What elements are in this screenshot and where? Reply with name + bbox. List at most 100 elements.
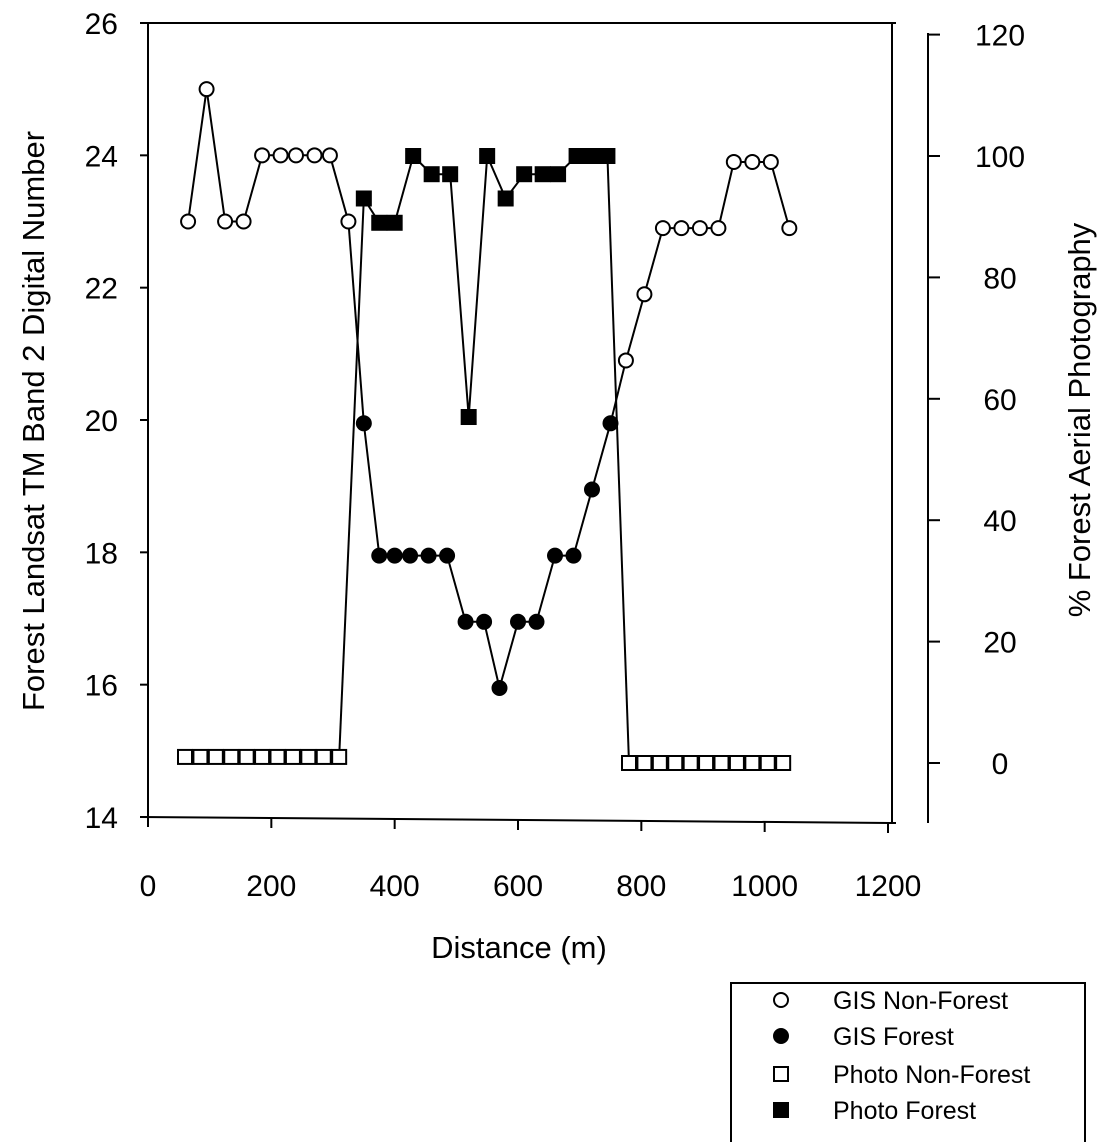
gis-non-forest-marker [744, 153, 761, 170]
gis-forest-marker [476, 613, 493, 630]
gis-non-forest-line-right [624, 161, 791, 361]
photo-non-forest-marker [621, 755, 637, 771]
gis-non-forest-marker [288, 147, 304, 164]
photo-non-forest-marker [759, 755, 776, 771]
x-axis-title: Distance (m) [431, 930, 607, 965]
gis-non-forest-marker [673, 220, 690, 237]
photo-non-forest-marker [636, 755, 653, 771]
gis-non-forest-marker [654, 220, 671, 237]
photo-forest-marker [599, 148, 616, 164]
series-markers [177, 81, 798, 771]
gis-non-forest-marker [725, 153, 742, 170]
gis-non-forest-marker [198, 81, 215, 98]
photo-forest-marker [534, 166, 551, 183]
y-tick-label: 20 [85, 405, 118, 438]
gis-forest-marker [602, 415, 619, 432]
photo-forest-marker [460, 409, 477, 426]
x-axis-ticks: 0 200 400 600 800 1000 1200 [140, 817, 922, 903]
photo-non-forest-marker [698, 755, 715, 771]
legend-box [730, 982, 1086, 1142]
photo-non-forest-marker [713, 755, 730, 771]
legend-gis-forest-label: GIS Forest [833, 1023, 954, 1051]
gis-non-forest-marker [272, 147, 289, 164]
gis-forest-marker [510, 613, 526, 630]
photo-forest-marker [584, 148, 600, 164]
x-tick-label: 0 [140, 870, 157, 903]
photo-non-forest-marker [177, 748, 193, 765]
y2-tick-label: 80 [983, 262, 1016, 295]
plot-frame [139, 22, 897, 824]
gis-forest-marker [528, 613, 545, 630]
photo-non-forest-marker [207, 748, 224, 765]
photo-non-forest-marker [315, 748, 332, 765]
photo-forest-marker [405, 148, 422, 164]
gis-non-forest-marker [762, 153, 779, 170]
photo-non-forest-marker [284, 748, 301, 765]
y-tick-label: 14 [85, 802, 118, 835]
photo-non-forest-marker [254, 748, 271, 765]
gis-non-forest-marker [254, 147, 271, 164]
y2-tick-label: 100 [975, 141, 1025, 174]
right-y-axis-title: % Forest Aerial Photography [1062, 222, 1097, 617]
y2-tick-label: 40 [983, 505, 1016, 538]
y2-tick-label: 0 [992, 748, 1009, 781]
photo-non-forest-marker [331, 748, 348, 765]
photo-non-forest-marker [744, 755, 761, 771]
photo-forest-marker [516, 166, 533, 183]
series-connector-line [609, 360, 627, 424]
photo-non-forest-marker [238, 748, 255, 765]
photo-non-forest-marker [269, 748, 286, 765]
gis-non-forest-marker [235, 213, 252, 230]
legend-gis-non-forest-symbol [773, 992, 789, 1008]
y2-tick-label: 120 [975, 20, 1025, 53]
x-tick-label: 1200 [855, 870, 922, 903]
x-tick-label: 600 [493, 870, 543, 903]
gis-non-forest-marker [710, 220, 727, 237]
x-tick-label: 200 [246, 870, 296, 903]
gis-forest-marker [439, 547, 456, 564]
gis-forest-marker [491, 679, 508, 696]
photo-non-forest-marker [775, 755, 792, 771]
gis-forest-marker [565, 547, 582, 564]
photo-non-forest-marker [667, 755, 684, 771]
gis-forest-marker [402, 547, 419, 564]
series-connector-line [347, 221, 365, 424]
photo-forest-line [362, 154, 608, 418]
gis-non-forest-marker [691, 220, 708, 237]
photo-non-forest-marker [192, 748, 209, 765]
legend-photo-forest-symbol [773, 1102, 789, 1118]
y-tick-label: 26 [85, 8, 118, 41]
x-tick-label: 800 [616, 870, 666, 903]
gis-non-forest-marker [636, 286, 653, 303]
legend-photo-forest-label: Photo Forest [833, 1097, 976, 1125]
y-tick-label: 16 [85, 670, 118, 703]
photo-forest-marker [423, 166, 440, 183]
photo-forest-marker [371, 214, 388, 231]
legend-photo-non-forest-symbol [773, 1066, 789, 1082]
x-tick-label: 1000 [731, 870, 798, 903]
gis-forest-marker [584, 481, 600, 498]
gis-forest-marker [371, 547, 388, 564]
right-y-axis: 0 20 40 60 80 100 120 [927, 20, 1025, 823]
gis-forest-marker [420, 547, 437, 564]
series-connector-line [606, 155, 630, 764]
photo-non-forest-marker [682, 755, 699, 771]
photo-non-forest-marker [728, 755, 745, 771]
gis-non-forest-marker [340, 213, 357, 230]
gis-non-forest-marker [180, 213, 197, 230]
photo-forest-marker [386, 214, 403, 231]
gis-non-forest-marker [306, 147, 323, 164]
y-tick-label: 18 [85, 537, 118, 570]
photo-non-forest-marker [223, 748, 240, 765]
y-tick-label: 22 [85, 273, 118, 306]
gis-non-forest-marker [781, 220, 798, 237]
legend-gis-forest-symbol [773, 1028, 789, 1044]
left-y-axis-ticks: 14 16 18 20 22 24 26 [85, 8, 148, 835]
photo-non-forest-marker [651, 755, 668, 771]
photo-forest-marker [497, 190, 514, 207]
gis-forest-marker [355, 415, 372, 432]
series-lines [185, 89, 791, 764]
gis-non-forest-marker [617, 352, 634, 369]
photo-forest-marker [568, 148, 585, 164]
